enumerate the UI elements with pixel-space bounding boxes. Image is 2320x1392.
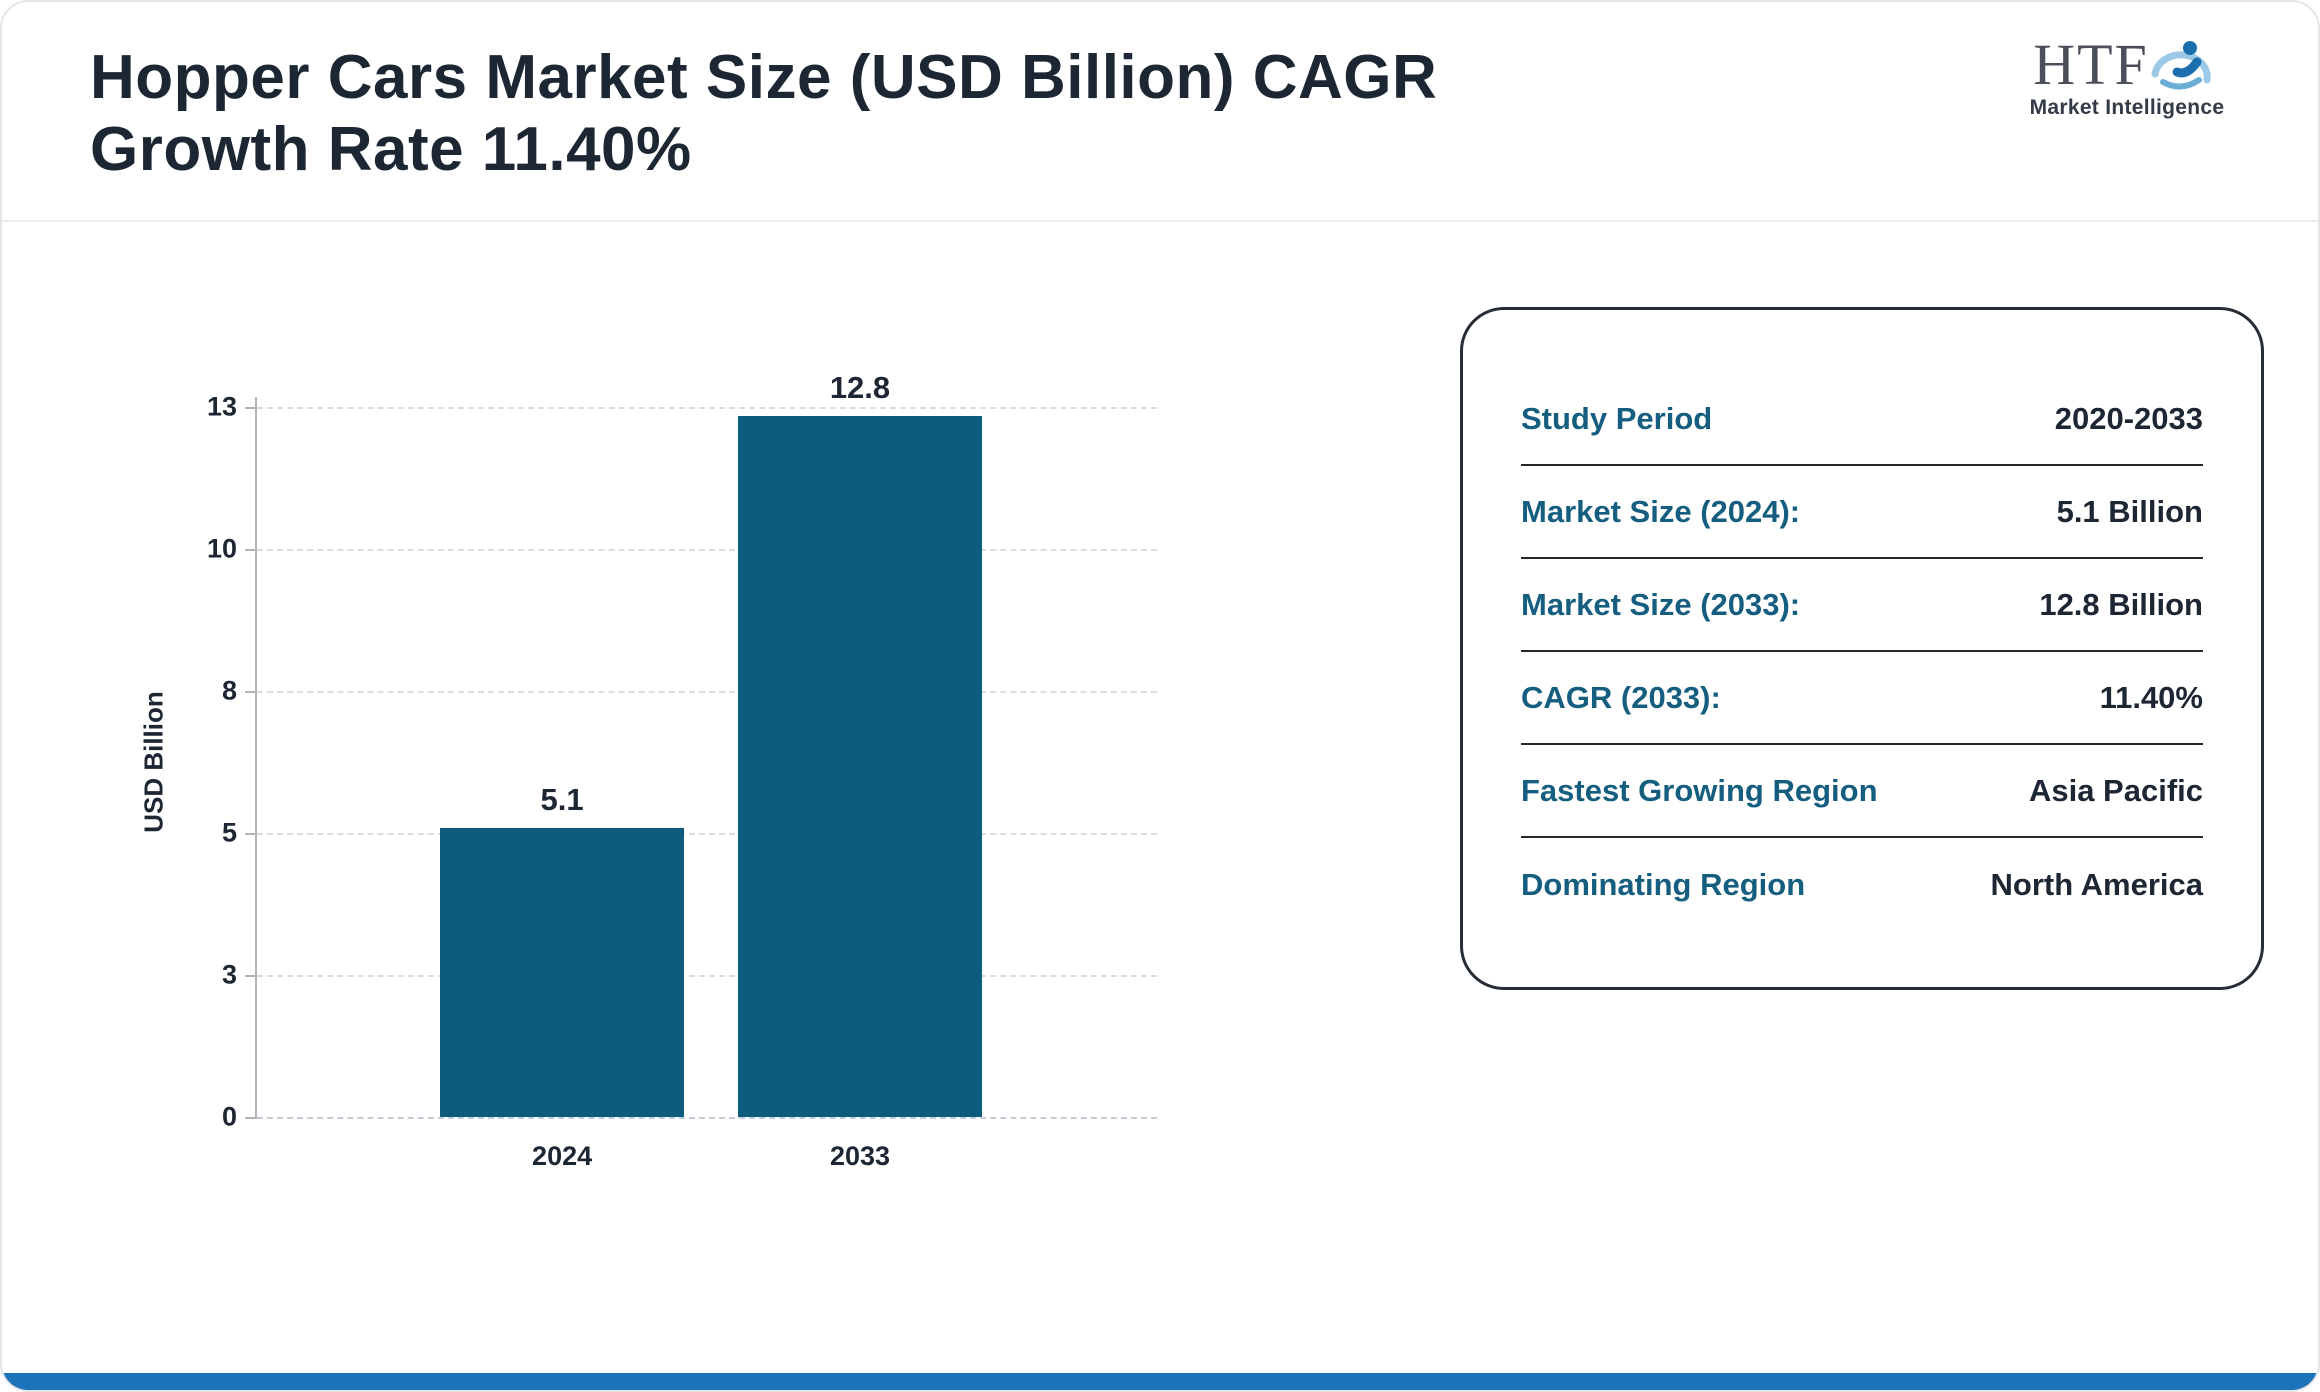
bar-fill xyxy=(439,828,685,1117)
gridline xyxy=(257,407,1157,409)
bottom-accent-bar xyxy=(2,1373,2318,1390)
y-axis-tickmark xyxy=(245,691,257,693)
y-axis-tickmark xyxy=(245,975,257,977)
gridline xyxy=(257,1117,1157,1119)
panel-row-value: 12.8 Billion xyxy=(2039,586,2203,622)
x-tick-label: 2024 xyxy=(532,1141,593,1171)
plot-area: 0 3 5 8 10 13 5.1 2024 12.8 2033 xyxy=(207,370,1157,1171)
gridline xyxy=(257,975,1157,977)
panel-row: CAGR (2033): 11.40% xyxy=(1521,652,2203,745)
bar-fill xyxy=(737,416,983,1117)
panel-row-label: Market Size (2033): xyxy=(1521,586,1801,622)
panel-row-label: CAGR (2033): xyxy=(1521,679,1721,715)
title-line-1: Hopper Cars Market Size (USD Billion) CA… xyxy=(90,43,1438,112)
logo-subtext: Market Intelligence xyxy=(2029,96,2225,119)
panel-row: Dominating Region North America xyxy=(1521,838,2203,931)
y-axis-tickmark xyxy=(245,549,257,551)
y-axis-tickmark xyxy=(245,407,257,409)
panel-row-value: 2020-2033 xyxy=(2054,400,2203,436)
y-axis-tickmark xyxy=(245,1117,257,1119)
panel-row-value: 11.40% xyxy=(2099,679,2203,715)
y-tick-label: 13 xyxy=(206,391,237,422)
y-axis-tickmark xyxy=(245,833,257,835)
bar-value-label: 5.1 xyxy=(540,782,584,818)
gridline xyxy=(257,549,1157,551)
header-divider xyxy=(2,220,2318,222)
bar-2024: 5.1 xyxy=(439,782,685,1117)
panel-row: Fastest Growing Region Asia Pacific xyxy=(1521,745,2203,838)
panel-row-value: 5.1 Billion xyxy=(2056,493,2203,529)
y-tick-label: 0 xyxy=(221,1101,237,1132)
gridline xyxy=(257,691,1157,693)
panel-row-label: Fastest Growing Region xyxy=(1521,772,1878,808)
panel-row-label: Study Period xyxy=(1521,400,1713,436)
panel-row-value: North America xyxy=(1990,866,2203,902)
htf-logo-text: HTF xyxy=(2033,32,2149,97)
panel-row-label: Market Size (2024): xyxy=(1521,493,1801,529)
y-tick-label: 5 xyxy=(221,817,237,848)
panel-row: Market Size (2033): 12.8 Billion xyxy=(1521,559,2203,652)
title-line-2: Growth Rate 11.40% xyxy=(90,115,692,184)
info-panel: Study Period 2020-2033 Market Size (2024):… xyxy=(1460,307,2264,990)
y-axis-label: USD Billion xyxy=(138,691,169,833)
htf-logo: HTF Market Intelligence xyxy=(2002,30,2252,120)
y-tick-label: 3 xyxy=(221,959,237,990)
panel-row: Market Size (2024): 5.1 Billion xyxy=(1521,466,2203,559)
y-tick-label: 8 xyxy=(221,675,237,706)
gridline xyxy=(257,833,1157,835)
bar-value-label: 12.8 xyxy=(829,370,891,406)
panel-row: Study Period 2020-2033 xyxy=(1521,373,2203,466)
info-panel-rows: Study Period 2020-2033 Market Size (2024):… xyxy=(1521,373,2203,931)
panel-row-value: Asia Pacific xyxy=(2028,772,2203,808)
y-axis-line xyxy=(255,397,257,1118)
panel-row-label: Dominating Region xyxy=(1521,866,1806,902)
x-tick-label: 2033 xyxy=(829,1141,891,1171)
logo-swoosh-icon xyxy=(2151,41,2211,90)
y-tick-label: 10 xyxy=(206,533,237,564)
page-title: Hopper Cars Market Size (USD Billion) CA… xyxy=(90,42,1437,186)
bar-2033: 12.8 xyxy=(737,370,983,1117)
